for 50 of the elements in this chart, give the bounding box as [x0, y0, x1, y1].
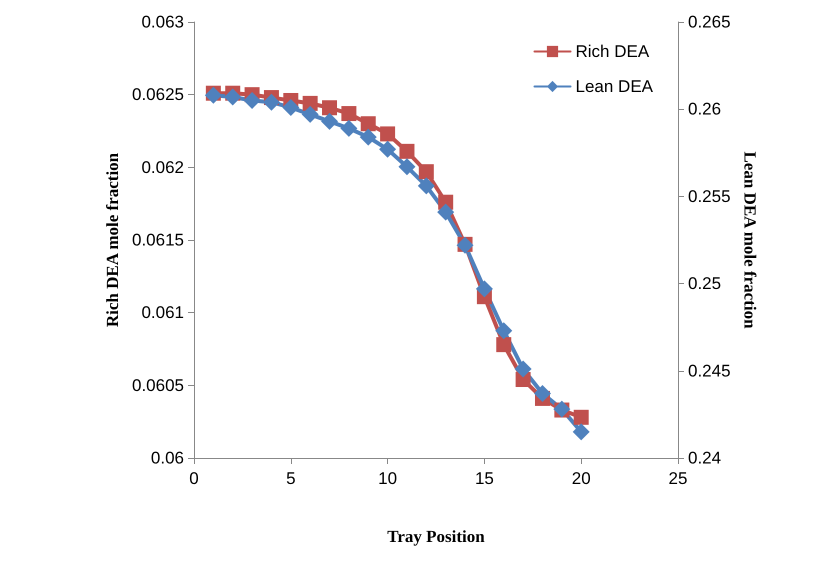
point: [360, 116, 376, 132]
point: [418, 177, 435, 194]
point: [496, 337, 512, 352]
x-tick-label: 10: [378, 469, 398, 488]
point: [574, 410, 589, 425]
point: [340, 120, 358, 137]
point: [380, 126, 396, 142]
legend-label: Rich DEA: [576, 42, 650, 61]
y2-tick-label: 0.255: [688, 186, 731, 206]
point: [572, 423, 590, 440]
point: [476, 280, 493, 298]
y2-tick-label: 0.25: [688, 274, 722, 294]
y-tick-label: 0.063: [141, 12, 184, 32]
point: [262, 94, 280, 111]
x-tick-label: 0: [189, 469, 199, 488]
point: [418, 164, 434, 180]
y-axis-title: Rich DEA mole fraction: [103, 152, 122, 328]
point: [514, 360, 532, 378]
y2-axis-title: Lean DEA mole fraction: [740, 151, 760, 330]
x-tick-label: 5: [286, 469, 296, 488]
x-tick-label: 25: [668, 469, 688, 488]
point: [495, 322, 512, 340]
x-axis-title: Tray Position: [387, 527, 486, 546]
point: [322, 100, 338, 116]
y2-tick-label: 0.26: [688, 100, 722, 119]
point: [534, 384, 551, 402]
point: [379, 140, 396, 158]
point: [302, 106, 319, 123]
y2-tick-label: 0.265: [688, 12, 731, 32]
point: [224, 88, 242, 106]
y-tick-label: 0.061: [141, 303, 184, 322]
y-tick-label: 0.0625: [132, 85, 184, 104]
point: [398, 158, 416, 176]
y-tick-label: 0.06: [150, 448, 184, 468]
y2-tick-label: 0.24: [688, 448, 722, 468]
point: [399, 144, 414, 159]
y-tick-label: 0.0605: [132, 376, 184, 395]
y-tick-label: 0.062: [141, 158, 184, 177]
point: [341, 106, 356, 122]
legend-label: Lean DEA: [576, 77, 654, 96]
point: [437, 204, 454, 221]
x-tick-label: 15: [474, 469, 494, 488]
point: [321, 112, 338, 130]
y-tick-label: 0.0615: [132, 230, 184, 250]
y2-tick-label: 0.245: [688, 361, 731, 380]
point: [204, 86, 222, 104]
x-tick-label: 20: [572, 469, 591, 488]
point: [244, 92, 261, 109]
point: [282, 98, 300, 116]
point: [360, 128, 377, 146]
